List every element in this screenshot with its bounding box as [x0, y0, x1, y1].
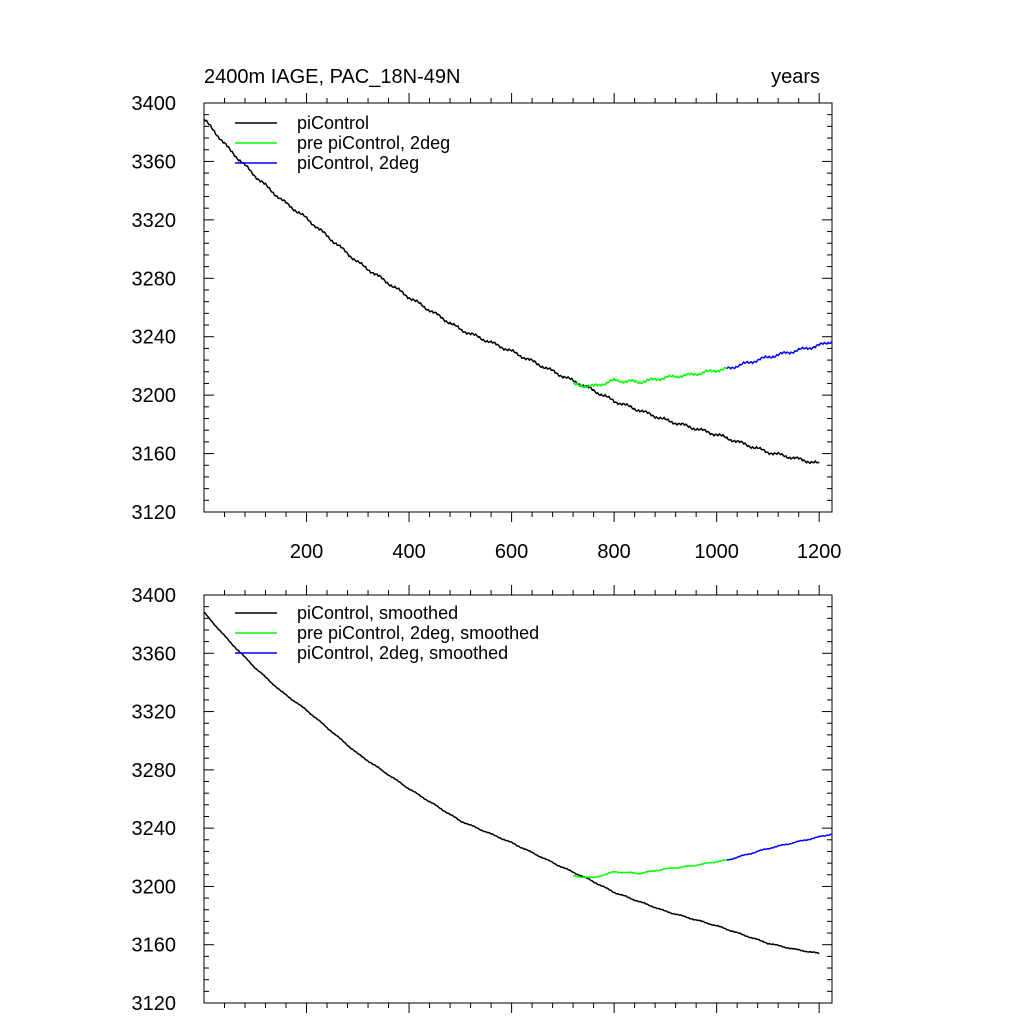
top-panel: 2400m IAGE, PAC_18N-49N years 3120 3160 32…	[132, 66, 842, 563]
top-x-tick-label: 1200	[797, 541, 842, 563]
top-x-tick-label: 200	[290, 541, 323, 563]
top-series-line-2	[572, 367, 728, 389]
top-x-tick-label: 400	[392, 541, 425, 563]
bottom-y-tick-label: 3280	[132, 760, 177, 782]
bottom-legend-label: pre piControl, 2deg, smoothed	[297, 623, 539, 643]
top-y-tick-label: 3120	[132, 502, 177, 524]
bottom-y-tick-label: 3160	[132, 935, 177, 957]
top-x-tick-label: 800	[597, 541, 630, 563]
bottom-y-tick-label: 3200	[132, 876, 177, 898]
top-x-tick-label: 600	[495, 541, 528, 563]
bottom-series-line-2	[573, 858, 728, 879]
top-y-tick-label: 3360	[132, 151, 177, 173]
top-x-tick-label: 1000	[694, 541, 739, 563]
top-series-line-1	[203, 118, 820, 465]
top-y-tick-label: 3400	[132, 93, 177, 115]
bottom-y-tick-label: 3120	[132, 993, 177, 1015]
top-y-tick-label: 3320	[132, 210, 177, 232]
top-y-tick-label: 3200	[132, 385, 177, 407]
top-panel-units-label: years	[771, 66, 820, 88]
bottom-y-tick-label: 3240	[132, 818, 177, 840]
top-y-tick-label: 3240	[132, 327, 177, 349]
top-legend-label: piControl	[297, 113, 369, 133]
bottom-series-line-3	[726, 833, 833, 861]
top-series-line-3	[726, 340, 833, 370]
bottom-y-tick-label: 3360	[132, 643, 177, 665]
bottom-series-line-1	[203, 611, 820, 955]
bottom-legend-label: piControl, 2deg, smoothed	[297, 643, 508, 663]
bottom-panel: 3120 3160 3200 3240 3280 3320 3360 3400 piContro…	[132, 585, 833, 1015]
top-y-tick-label: 3160	[132, 444, 177, 466]
bottom-legend-label: piControl, smoothed	[297, 603, 458, 623]
top-y-tick-label: 3280	[132, 268, 177, 290]
top-legend-label: pre piControl, 2deg	[297, 133, 450, 153]
bottom-plot-frame	[203, 594, 833, 1004]
bottom-y-tick-label: 3400	[132, 585, 177, 607]
top-panel-title: 2400m IAGE, PAC_18N-49N	[204, 66, 460, 88]
top-legend-label: piControl, 2deg	[297, 153, 419, 173]
top-plot-frame	[203, 102, 833, 513]
bottom-y-tick-label: 3320	[132, 702, 177, 724]
